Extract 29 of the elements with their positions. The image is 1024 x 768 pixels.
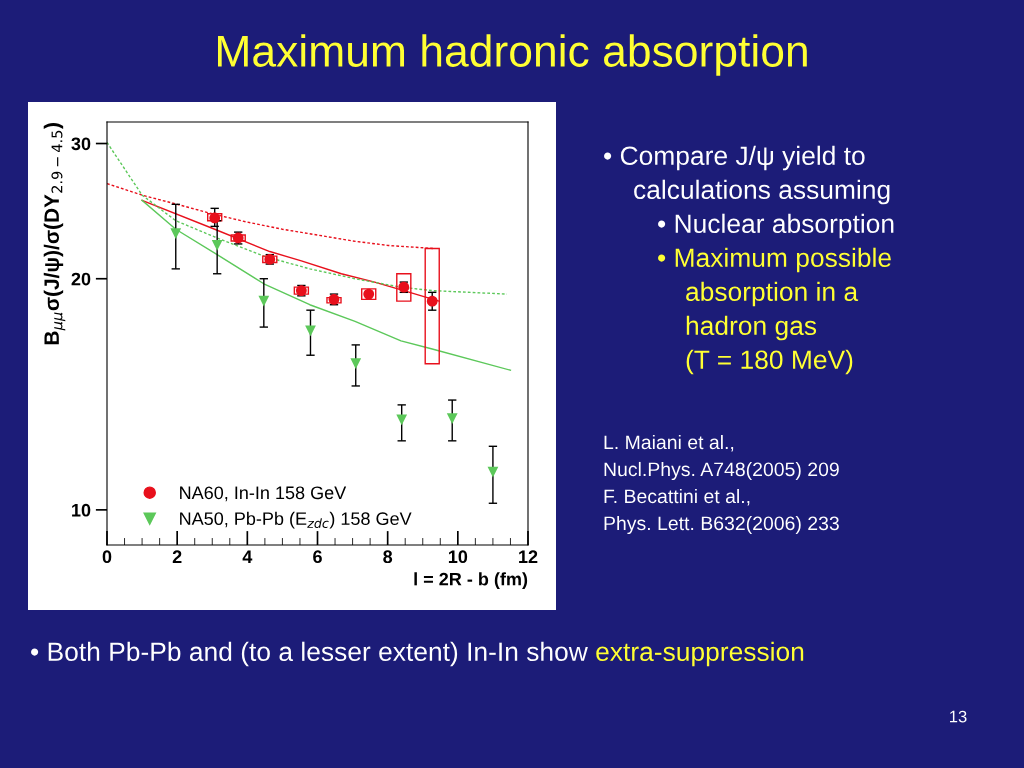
text: hadron gas: [686, 315, 817, 341]
text: (T = 180 MeV): [686, 349, 853, 375]
text: L. Maiani et al.,: [604, 434, 734, 452]
y-tick-label: 10: [72, 503, 91, 517]
text: Phys. Lett. B632(2006) 233: [604, 515, 839, 535]
text: F. Becattini et al.,: [604, 488, 750, 506]
text: calculations assuming: [634, 179, 890, 205]
text: • Both Pb-Pb and (to a lesser extent) In-In show: [31, 641, 588, 667]
x-tick-label: 12: [519, 550, 538, 563]
legend-label: NA60, In-In 158 GeV: [180, 486, 347, 502]
text: absorption in a: [686, 281, 859, 307]
y-axis-title: B$_{μμ}$σ(J/ψ)/σ(DY$_{2.9−4.5}$): [43, 123, 66, 345]
x-tick-label: 0: [102, 550, 112, 564]
y-tick-label: 20: [71, 272, 91, 286]
legend-label: NA50, Pb-Pb (E$_{zdc}$) 158 GeV: [180, 511, 412, 529]
text: • Nuclear absorption: [658, 213, 894, 239]
text: • Compare J/ψ yield to: [604, 145, 865, 171]
text: extra-suppression: [596, 641, 804, 667]
text: Nucl.Phys. A748(2005) 209: [604, 461, 839, 481]
text: 13: [950, 710, 967, 723]
x-tick-label: 2: [172, 550, 182, 563]
text: • Maximum possible: [658, 247, 891, 273]
x-tick-label: 10: [448, 550, 468, 564]
x-tick-label: 4: [242, 550, 253, 563]
y-tick-label: 30: [71, 137, 91, 151]
chart-title: Maximum hadronic absorption: [218, 34, 807, 76]
x-tick-label: 6: [313, 550, 322, 564]
x-axis-title: l = 2R - b (fm): [414, 572, 528, 590]
x-tick-label: 8: [383, 550, 393, 564]
